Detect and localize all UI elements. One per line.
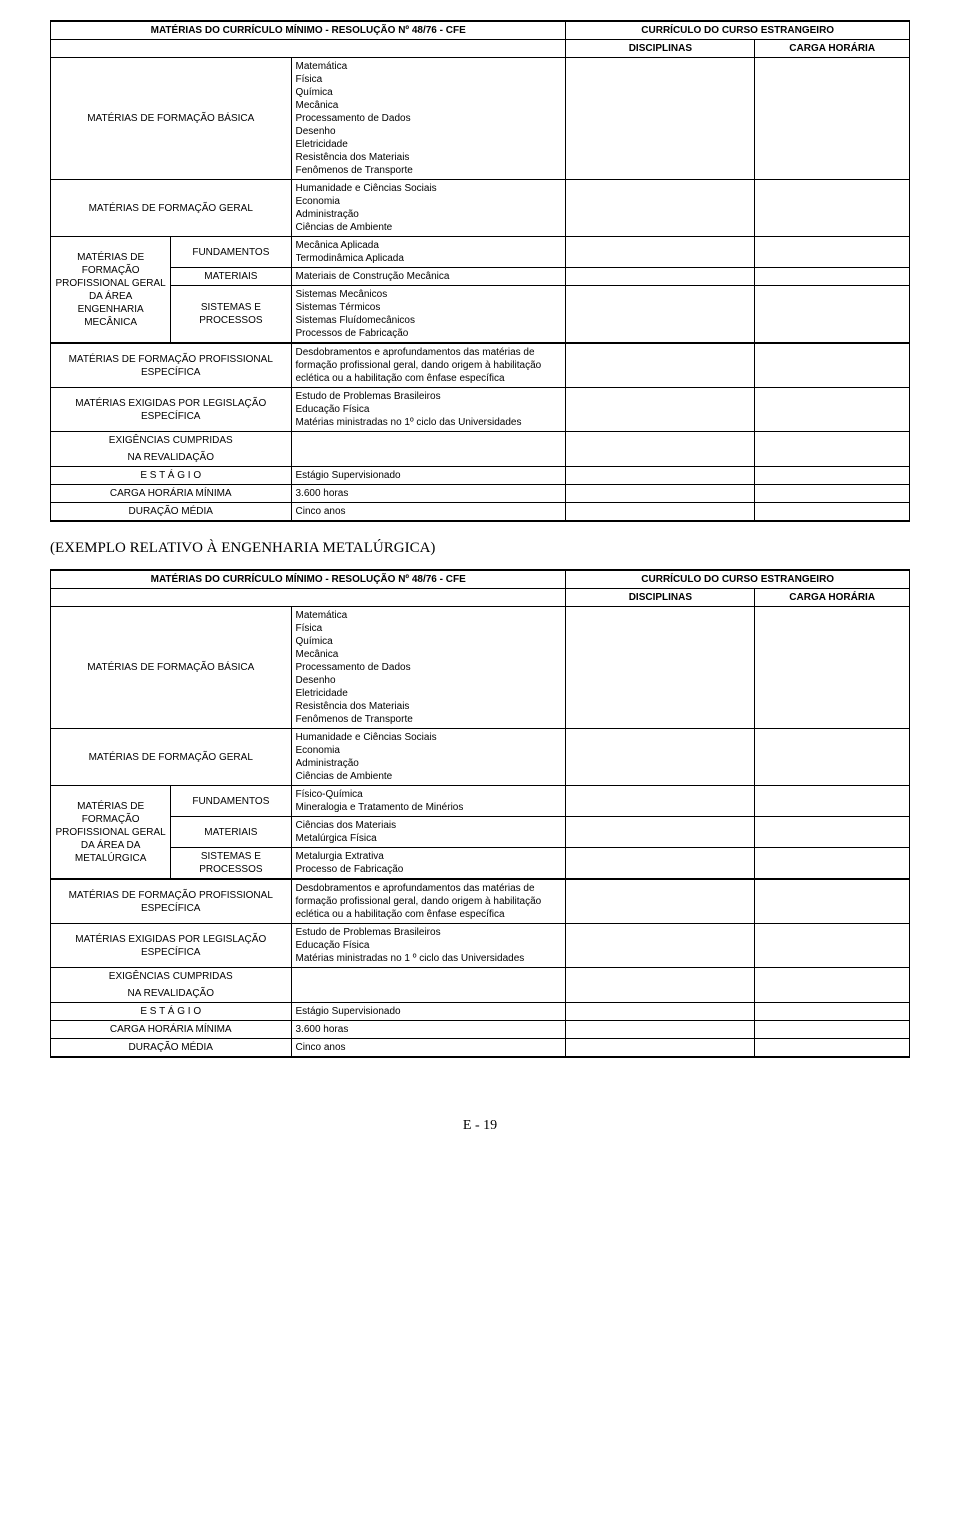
materiais-label: MATERIAIS bbox=[171, 268, 291, 286]
fundamentos-label: FUNDAMENTOS bbox=[171, 786, 291, 817]
dur-content: Cinco anos bbox=[291, 1039, 566, 1058]
exig-content: Estudo de Problemas BrasileirosEducação … bbox=[291, 924, 566, 968]
header-right: CURRÍCULO DO CURSO ESTRANGEIRO bbox=[566, 21, 910, 40]
exig-content: Estudo de Problemas BrasileirosEducação … bbox=[291, 388, 566, 432]
row-geral-content: Humanidade e Ciências SociaisEconomiaAdm… bbox=[291, 729, 566, 786]
header-disciplinas: DISCIPLINAS bbox=[566, 40, 755, 58]
row-basica-content: MatemáticaFísicaQuímicaMecânicaProcessam… bbox=[291, 58, 566, 180]
section-title: (EXEMPLO RELATIVO À ENGENHARIA METALÚRGI… bbox=[50, 540, 910, 557]
prof-esp-content: Desdobramentos e aprofundamentos das mat… bbox=[291, 343, 566, 388]
exig-label: MATÉRIAS EXIGIDAS POR LEGISLAÇÃO ESPECÍF… bbox=[51, 388, 292, 432]
materiais-content: Ciências dos MateriaisMetalúrgica Física bbox=[291, 817, 566, 848]
estagio-label: E S T Á G I O bbox=[51, 1003, 292, 1021]
page-number: E - 19 bbox=[50, 1118, 910, 1134]
prof-esp-label: MATÉRIAS DE FORMAÇÃO PROFISSIONAL ESPECÍ… bbox=[51, 343, 292, 388]
row-geral-label: MATÉRIAS DE FORMAÇÃO GERAL bbox=[51, 180, 292, 237]
row-basica-label: MATÉRIAS DE FORMAÇÃO BÁSICA bbox=[51, 58, 292, 180]
left-group-label: MATÉRIAS DE FORMAÇÃO PROFISSIONAL GERAL … bbox=[51, 237, 171, 344]
carga-content: 3.600 horas bbox=[291, 1021, 566, 1039]
sistemas-label: SISTEMAS E PROCESSOS bbox=[171, 286, 291, 344]
left-group-label: MATÉRIAS DE FORMAÇÃO PROFISSIONAL GERAL … bbox=[51, 786, 171, 880]
curriculum-table-1: MATÉRIAS DO CURRÍCULO MÍNIMO - RESOLUÇÃO… bbox=[50, 20, 910, 522]
dur-label: DURAÇÃO MÉDIA bbox=[51, 503, 292, 522]
estagio-content: Estágio Supervisionado bbox=[291, 1003, 566, 1021]
dur-label: DURAÇÃO MÉDIA bbox=[51, 1039, 292, 1058]
fundamentos-content: Físico-QuímicaMineralogia e Tratamento d… bbox=[291, 786, 566, 817]
row-geral-label: MATÉRIAS DE FORMAÇÃO GERAL bbox=[51, 729, 292, 786]
reval-label: NA REVALIDAÇÃO bbox=[51, 449, 292, 467]
estagio-content: Estágio Supervisionado bbox=[291, 467, 566, 485]
carga-label: CARGA HORÁRIA MÍNIMA bbox=[51, 1021, 292, 1039]
estagio-label: E S T Á G I O bbox=[51, 467, 292, 485]
exig-cump-label: EXIGÊNCIAS CUMPRIDAS bbox=[51, 432, 292, 450]
row-basica-label: MATÉRIAS DE FORMAÇÃO BÁSICA bbox=[51, 607, 292, 729]
header-carga: CARGA HORÁRIA bbox=[755, 40, 910, 58]
reval-label: NA REVALIDAÇÃO bbox=[51, 985, 292, 1003]
header-carga: CARGA HORÁRIA bbox=[755, 589, 910, 607]
header-disciplinas: DISCIPLINAS bbox=[566, 589, 755, 607]
header-left: MATÉRIAS DO CURRÍCULO MÍNIMO - RESOLUÇÃO… bbox=[51, 21, 566, 40]
carga-label: CARGA HORÁRIA MÍNIMA bbox=[51, 485, 292, 503]
prof-esp-content: Desdobramentos e aprofundamentos das mat… bbox=[291, 879, 566, 924]
materiais-label: MATERIAIS bbox=[171, 817, 291, 848]
header-left: MATÉRIAS DO CURRÍCULO MÍNIMO - RESOLUÇÃO… bbox=[51, 570, 566, 589]
sistemas-content: Sistemas MecânicosSistemas TérmicosSiste… bbox=[291, 286, 566, 344]
row-basica-content: MatemáticaFísicaQuímicaMecânicaProcessam… bbox=[291, 607, 566, 729]
dur-content: Cinco anos bbox=[291, 503, 566, 522]
carga-content: 3.600 horas bbox=[291, 485, 566, 503]
exig-label: MATÉRIAS EXIGIDAS POR LEGISLAÇÃO ESPECÍF… bbox=[51, 924, 292, 968]
prof-esp-label: MATÉRIAS DE FORMAÇÃO PROFISSIONAL ESPECÍ… bbox=[51, 879, 292, 924]
materiais-content: Materiais de Construção Mecânica bbox=[291, 268, 566, 286]
fundamentos-content: Mecânica AplicadaTermodinâmica Aplicada bbox=[291, 237, 566, 268]
sistemas-label: SISTEMAS E PROCESSOS bbox=[171, 848, 291, 880]
row-geral-content: Humanidade e Ciências SociaisEconomiaAdm… bbox=[291, 180, 566, 237]
curriculum-table-2: MATÉRIAS DO CURRÍCULO MÍNIMO - RESOLUÇÃO… bbox=[50, 569, 910, 1058]
sistemas-content: Metalurgia ExtrativaProcesso de Fabricaç… bbox=[291, 848, 566, 880]
header-right: CURRÍCULO DO CURSO ESTRANGEIRO bbox=[566, 570, 910, 589]
exig-cump-label: EXIGÊNCIAS CUMPRIDAS bbox=[51, 968, 292, 986]
fundamentos-label: FUNDAMENTOS bbox=[171, 237, 291, 268]
